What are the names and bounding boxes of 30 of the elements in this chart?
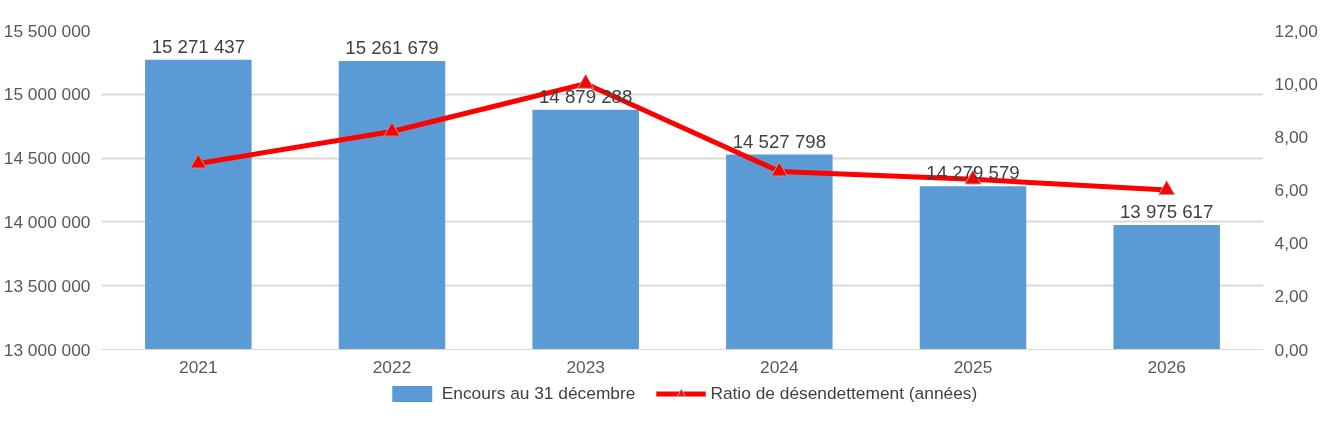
y2-tick-label: 8,00 bbox=[1274, 126, 1309, 147]
x-tick-label: 2023 bbox=[566, 356, 605, 377]
data-label: 15 261 679 bbox=[345, 36, 439, 58]
point bbox=[383, 121, 401, 137]
x-tick-label: 2021 bbox=[179, 356, 218, 377]
y-tick-label: 15 000 000 bbox=[3, 84, 91, 105]
legend-label: Ratio de désendettement (années) bbox=[710, 382, 978, 404]
data-label: 15 271 437 bbox=[151, 35, 246, 57]
x-tick-label: 2022 bbox=[372, 356, 412, 377]
y2-tick-label: 4,00 bbox=[1274, 233, 1309, 254]
y2-tick-label: 10,00 bbox=[1274, 73, 1318, 94]
y-tick-label: 14 500 000 bbox=[3, 148, 91, 169]
y-tick-label: 14 000 000 bbox=[3, 211, 91, 232]
point bbox=[577, 73, 595, 89]
point bbox=[1158, 180, 1176, 196]
legend-label: Encours au 31 décembre bbox=[441, 382, 636, 404]
y-tick-label: 13 000 000 bbox=[3, 339, 91, 360]
x-tick-label: 2026 bbox=[1147, 356, 1186, 377]
x-tick-label: 2024 bbox=[760, 356, 799, 377]
data-label: 14 527 798 bbox=[732, 130, 827, 152]
y-tick-label: 13 500 000 bbox=[3, 275, 91, 296]
y2-tick-label: 12,00 bbox=[1274, 20, 1318, 41]
y2-tick-label: 0,00 bbox=[1274, 339, 1309, 360]
y2-tick-label: 2,00 bbox=[1274, 286, 1309, 307]
point bbox=[189, 153, 207, 169]
y-tick-label: 15 500 000 bbox=[3, 20, 91, 41]
y2-tick-label: 6,00 bbox=[1274, 180, 1309, 200]
x-tick-label: 2025 bbox=[953, 356, 993, 377]
point bbox=[770, 161, 788, 177]
data-label: 13 975 617 bbox=[1119, 201, 1214, 223]
